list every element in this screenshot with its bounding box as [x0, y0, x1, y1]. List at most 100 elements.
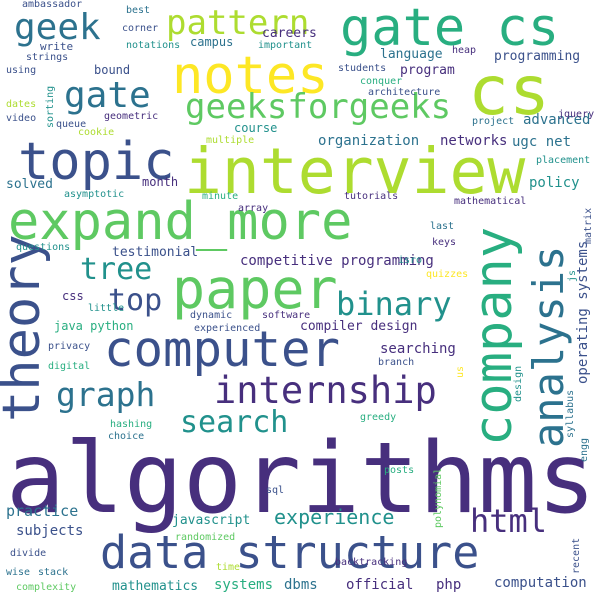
word-operating-systems: operating systems	[575, 240, 591, 384]
word-dynamic: dynamic	[190, 310, 233, 321]
word-multiple: multiple	[206, 135, 255, 146]
word-cookie: cookie	[78, 127, 115, 138]
word-questions: questions	[16, 242, 71, 253]
word-syllabus: syllabus	[565, 389, 576, 438]
word-greedy: greedy	[360, 412, 397, 423]
word-recent: recent	[571, 537, 582, 574]
word-js: js	[567, 269, 578, 282]
word-choice: choice	[108, 431, 145, 442]
word-last: last	[430, 221, 455, 232]
word-geometric: geometric	[104, 111, 159, 122]
word-careers: careers	[262, 26, 317, 41]
word-networks: networks	[440, 133, 508, 149]
word-subjects: subjects	[16, 523, 84, 539]
word-heap: heap	[452, 45, 477, 56]
word-analysis: analysis	[524, 245, 573, 448]
word-tutorials: tutorials	[344, 191, 399, 202]
word-algorithms: algorithms	[6, 422, 597, 536]
word-best: best	[126, 5, 151, 16]
word-randomized: randomized	[175, 532, 236, 543]
word-official: official	[346, 577, 414, 593]
word-keys: keys	[432, 237, 457, 248]
word-gate-cs: gate cs	[340, 0, 560, 58]
word-binary: binary	[336, 285, 452, 323]
word-matrix: matrix	[583, 207, 594, 244]
word-gate: gate	[64, 75, 151, 116]
word-stack: stack	[38, 567, 69, 578]
word-software: software	[262, 310, 311, 321]
word-sorting: sorting	[45, 85, 56, 128]
word-computation: computation	[494, 575, 587, 591]
word-language: language	[380, 47, 443, 62]
word-array: array	[238, 203, 269, 214]
word-paper: paper	[172, 257, 338, 321]
word-divide: divide	[10, 548, 47, 559]
word-architecture: architecture	[368, 87, 441, 98]
word-us: us	[455, 365, 466, 378]
word-program: program	[400, 63, 455, 78]
word-html: html	[470, 502, 548, 540]
word-posts: posts	[384, 465, 415, 476]
word-theory: theory	[0, 234, 52, 422]
word-quizzes: quizzes	[426, 269, 469, 280]
word-expand-more: expand_more	[8, 192, 353, 252]
word-placement: placement	[536, 155, 591, 166]
word-data-structure: data structure	[100, 526, 480, 579]
word-digital: digital	[48, 361, 91, 372]
word-computer: computer	[104, 321, 341, 378]
word-dbms: dbms	[284, 577, 318, 593]
word-month: month	[142, 175, 179, 189]
word-jquery: jquery	[558, 109, 595, 120]
word-solved: solved	[6, 177, 53, 192]
word-policy: policy	[529, 175, 580, 191]
word-write: write	[40, 40, 74, 53]
word-complexity: complexity	[16, 582, 77, 593]
word-testimonial: testimonial	[112, 245, 199, 260]
word-experienced: experienced	[194, 323, 261, 334]
word-privacy: privacy	[48, 341, 91, 352]
word-course: course	[234, 121, 278, 135]
word-project: project	[472, 116, 515, 127]
word-css: css	[62, 289, 84, 303]
word-compiler-design: compiler design	[300, 319, 418, 334]
word-geeksforgeeks: geeksforgeeks	[185, 87, 452, 127]
word-minute: minute	[202, 191, 239, 202]
word-video: video	[6, 113, 37, 124]
word-branch: branch	[378, 357, 415, 368]
word-search: search	[180, 405, 289, 440]
word-using: using	[6, 65, 37, 76]
word-corner: corner	[122, 23, 159, 34]
word-ugc-net: ugc net	[512, 134, 572, 150]
word-dates: dates	[6, 99, 37, 110]
word-asymptotic: asymptotic	[64, 189, 125, 200]
word-topic: topic	[18, 132, 175, 192]
word-searching: searching	[380, 341, 456, 357]
word-time: time	[216, 562, 241, 573]
word-notes: notes	[172, 46, 329, 106]
word-design: design	[513, 365, 524, 402]
word-cs: cs	[468, 52, 550, 131]
word-ambassador: ambassador	[22, 0, 83, 10]
word-advanced: advanced	[523, 112, 591, 128]
word-internship: internship	[214, 369, 437, 412]
word-interview: interview	[184, 135, 526, 208]
word-programming: programming	[494, 49, 581, 64]
word-strings: strings	[26, 52, 69, 63]
word-graph: graph	[56, 375, 156, 414]
word-important: important	[258, 40, 313, 51]
word-mathematical: mathematical	[454, 196, 527, 207]
word-javascript: javascript	[172, 513, 251, 528]
word-organization: organization	[318, 133, 420, 149]
word-php: php	[436, 577, 462, 593]
word-isro: isro	[398, 255, 423, 266]
word-systems: systems	[214, 577, 274, 593]
word-little: little	[88, 303, 125, 314]
word-backtracking: backtracking	[335, 557, 408, 568]
word-mathematics: mathematics	[112, 579, 199, 594]
word-wise: wise	[6, 567, 31, 578]
word-polynomial: polynomial	[433, 467, 444, 528]
word-top: top	[108, 283, 163, 318]
word-tree: tree	[80, 252, 153, 287]
word-engg: engg	[579, 437, 590, 462]
